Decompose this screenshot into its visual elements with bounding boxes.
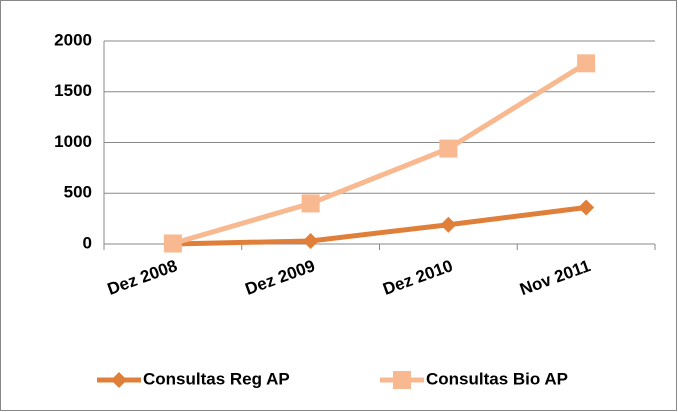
y-tick-label: 2000 xyxy=(54,30,92,49)
marker xyxy=(439,139,458,158)
marker xyxy=(163,234,182,253)
y-tick-label: 1500 xyxy=(54,81,92,100)
legend-label: Consultas Bio AP xyxy=(426,369,568,388)
series-line xyxy=(172,204,587,247)
marker xyxy=(578,199,595,216)
marker xyxy=(577,54,596,73)
y-tick-label: 1000 xyxy=(54,132,92,151)
y-tick-label: 0 xyxy=(83,233,92,252)
marker xyxy=(393,371,411,389)
legend-label: Consultas Reg AP xyxy=(143,369,290,388)
marker xyxy=(440,216,457,233)
marker xyxy=(302,232,319,249)
marker xyxy=(111,372,127,388)
y-tick-label: 500 xyxy=(64,183,92,202)
marker xyxy=(301,194,320,213)
series-line xyxy=(172,61,588,246)
